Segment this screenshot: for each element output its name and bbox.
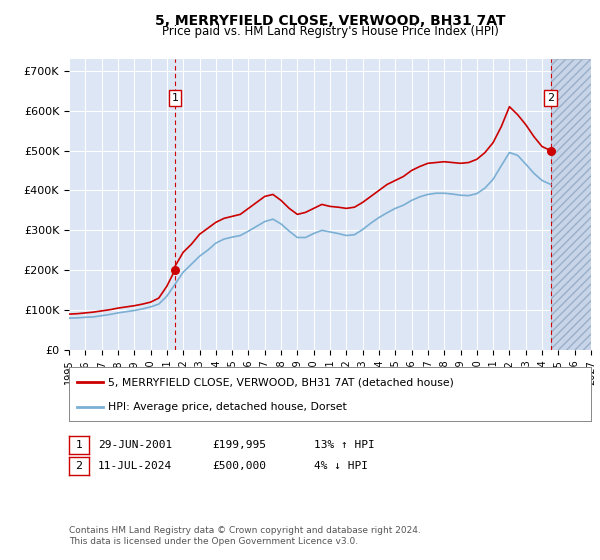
- Text: 29-JUN-2001: 29-JUN-2001: [98, 440, 172, 450]
- Bar: [551, 59, 591, 350]
- Text: 5, MERRYFIELD CLOSE, VERWOOD, BH31 7AT: 5, MERRYFIELD CLOSE, VERWOOD, BH31 7AT: [155, 14, 505, 28]
- Text: 1: 1: [172, 93, 178, 103]
- Text: Price paid vs. HM Land Registry's House Price Index (HPI): Price paid vs. HM Land Registry's House …: [161, 25, 499, 38]
- Text: £199,995: £199,995: [212, 440, 266, 450]
- Text: Contains HM Land Registry data © Crown copyright and database right 2024.
This d: Contains HM Land Registry data © Crown c…: [69, 526, 421, 546]
- Text: 2: 2: [547, 93, 554, 103]
- Text: 1: 1: [76, 440, 82, 450]
- Text: 5, MERRYFIELD CLOSE, VERWOOD, BH31 7AT (detached house): 5, MERRYFIELD CLOSE, VERWOOD, BH31 7AT (…: [108, 377, 454, 387]
- Bar: [551, 59, 591, 350]
- Text: 13% ↑ HPI: 13% ↑ HPI: [314, 440, 374, 450]
- Text: 2: 2: [76, 461, 82, 471]
- Text: HPI: Average price, detached house, Dorset: HPI: Average price, detached house, Dors…: [108, 402, 347, 412]
- Text: 4% ↓ HPI: 4% ↓ HPI: [314, 461, 368, 471]
- Text: 11-JUL-2024: 11-JUL-2024: [98, 461, 172, 471]
- Text: £500,000: £500,000: [212, 461, 266, 471]
